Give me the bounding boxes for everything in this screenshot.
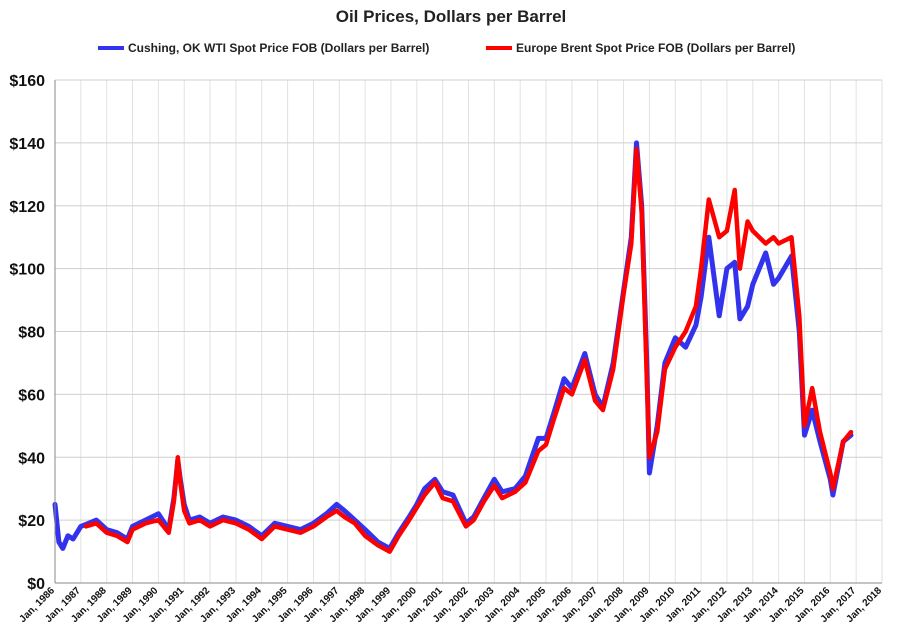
- grid: [54, 79, 883, 584]
- legend-label-brent: Europe Brent Spot Price FOB (Dollars per…: [516, 41, 795, 55]
- y-tick-label: $20: [18, 513, 45, 530]
- y-tick-label: $140: [9, 136, 45, 153]
- series-lines: [52, 140, 854, 554]
- y-tick-label: $100: [9, 262, 45, 279]
- y-tick-label: $0: [27, 576, 45, 593]
- chart-title: Oil Prices, Dollars per Barrel: [336, 7, 567, 26]
- y-tick-label: $80: [18, 325, 45, 342]
- y-tick-label: $160: [9, 73, 45, 90]
- y-axis-ticks: $0 $20 $40 $60 $80 $100 $120 $140 $160: [9, 73, 45, 593]
- series-line-brent: [83, 146, 854, 554]
- legend: Cushing, OK WTI Spot Price FOB (Dollars …: [98, 41, 795, 55]
- y-tick-label: $40: [18, 450, 45, 467]
- legend-label-wti: Cushing, OK WTI Spot Price FOB (Dollars …: [128, 41, 429, 55]
- y-tick-label: $60: [18, 387, 45, 404]
- y-tick-label: $120: [9, 199, 45, 216]
